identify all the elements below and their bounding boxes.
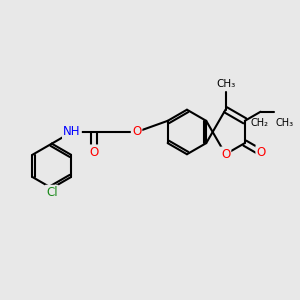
Text: O: O: [256, 146, 266, 159]
Text: O: O: [132, 125, 141, 139]
Text: Cl: Cl: [46, 186, 58, 199]
Text: CH₂: CH₂: [250, 118, 268, 128]
Text: CH₃: CH₃: [216, 79, 235, 89]
Text: O: O: [89, 146, 99, 159]
Text: CH₃: CH₃: [276, 118, 294, 128]
Text: O: O: [221, 148, 230, 161]
Text: NH: NH: [63, 125, 81, 139]
